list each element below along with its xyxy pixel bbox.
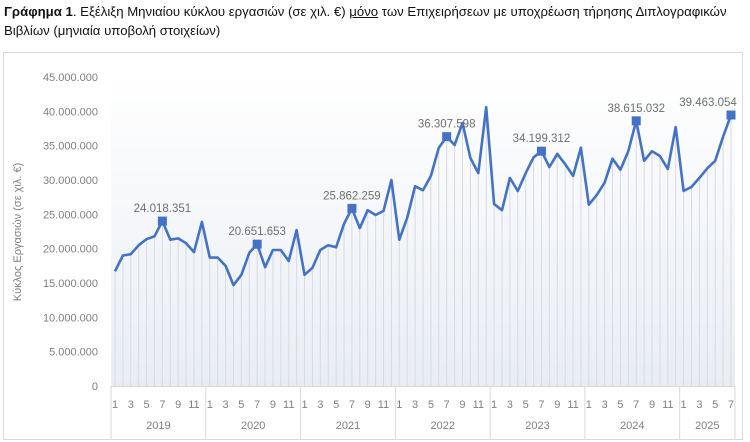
x-month-label: 7	[538, 399, 544, 411]
x-month-label: 11	[188, 399, 199, 411]
y-tick-label: 20.000.000	[43, 244, 98, 256]
y-tick-label: 45.000.000	[43, 72, 98, 84]
x-month-label: 7	[444, 399, 450, 411]
x-month-label: 7	[254, 399, 260, 411]
data-label: 36.307.598	[418, 119, 476, 131]
x-month-label: 9	[554, 399, 560, 411]
x-year-label: 2022	[431, 420, 455, 432]
x-month-label: 3	[317, 399, 323, 411]
x-month-label: 9	[365, 399, 371, 411]
x-month-label: 5	[712, 399, 718, 411]
x-month-label: 11	[662, 399, 673, 411]
x-year-label: 2025	[695, 420, 719, 432]
x-month-label: 1	[207, 399, 213, 411]
data-label: 24.018.351	[134, 203, 192, 215]
x-month-label: 9	[175, 399, 181, 411]
x-month-label: 3	[696, 399, 702, 411]
y-tick-label: 0	[92, 381, 98, 393]
x-month-label: 11	[283, 399, 294, 411]
y-tick-label: 10.000.000	[43, 312, 98, 324]
x-month-label: 3	[128, 399, 134, 411]
x-month-label: 3	[412, 399, 418, 411]
data-markers: 24.018.351 20.651.653 25.862.259 36.307.598…	[134, 97, 737, 249]
x-month-label: 1	[396, 399, 402, 411]
x-month-label: 9	[459, 399, 465, 411]
x-month-label: 7	[349, 399, 355, 411]
data-label: 38.615.032	[607, 103, 665, 115]
x-year-label: 2021	[336, 420, 360, 432]
x-month-label: 7	[728, 399, 734, 411]
data-line	[113, 105, 733, 287]
x-month-label: 9	[270, 399, 276, 411]
y-tick-label: 25.000.000	[43, 209, 98, 221]
x-year-label: 2020	[241, 420, 265, 432]
data-label: 25.862.259	[323, 190, 381, 202]
x-year-label: 2023	[525, 420, 549, 432]
chart-caption: Γράφημα 1. Εξέλιξη Μηνιαίου κύκλου εργασ…	[4, 2, 748, 40]
data-label: 20.651.653	[228, 226, 286, 238]
data-marker	[631, 116, 641, 126]
x-month-label: 11	[473, 399, 484, 411]
y-tick-label: 15.000.000	[43, 278, 98, 290]
x-month-label: 1	[491, 399, 497, 411]
data-marker	[442, 132, 452, 142]
x-month-label: 11	[378, 399, 389, 411]
x-month-label: 5	[428, 399, 434, 411]
data-marker	[726, 110, 736, 120]
drop-lines	[114, 107, 732, 386]
x-month-label: 1	[681, 399, 687, 411]
x-month-label: 1	[586, 399, 592, 411]
x-month-label: 9	[649, 399, 655, 411]
x-month-label: 5	[144, 399, 150, 411]
x-month-label: 7	[159, 399, 165, 411]
caption-text-2: των Επιχειρήσεων με υποχρέωση τήρησης Δι…	[4, 4, 727, 38]
data-marker	[252, 239, 262, 249]
x-month-label: 3	[602, 399, 608, 411]
y-tick-label: 30.000.000	[43, 175, 98, 187]
x-month-label: 1	[301, 399, 307, 411]
caption-text-1: . Εξέλιξη Μηνιαίου κύκλου εργασιών (σε χ…	[72, 4, 350, 19]
caption-label: Γράφημα 1	[4, 4, 73, 19]
data-marker	[157, 216, 167, 226]
y-tick-label: 40.000.000	[43, 106, 98, 118]
data-marker	[536, 146, 546, 156]
x-year-label: 2019	[146, 420, 170, 432]
y-axis: 0 5.000.000 10.000.000 15.000.000 20.000.000…	[43, 72, 98, 393]
data-label: 34.199.312	[513, 133, 571, 145]
data-label: 39.463.054	[679, 97, 737, 109]
x-month-label: 5	[333, 399, 339, 411]
y-tick-label: 35.000.000	[43, 141, 98, 153]
data-marker	[347, 203, 357, 213]
x-month-label: 3	[223, 399, 229, 411]
x-month-label: 5	[523, 399, 529, 411]
y-tick-label: 5.000.000	[49, 347, 98, 359]
x-month-label: 11	[567, 399, 578, 411]
y-axis-title: Κύκλος Εργασιών (σε χιλ. €)	[12, 163, 24, 302]
x-month-label: 5	[617, 399, 623, 411]
x-year-label: 2024	[620, 420, 644, 432]
caption-underlined: μόνο	[349, 4, 379, 19]
x-month-label: 3	[507, 399, 513, 411]
x-month-label: 7	[633, 399, 639, 411]
x-month-label: 5	[238, 399, 244, 411]
x-month-label: 1	[112, 399, 118, 411]
